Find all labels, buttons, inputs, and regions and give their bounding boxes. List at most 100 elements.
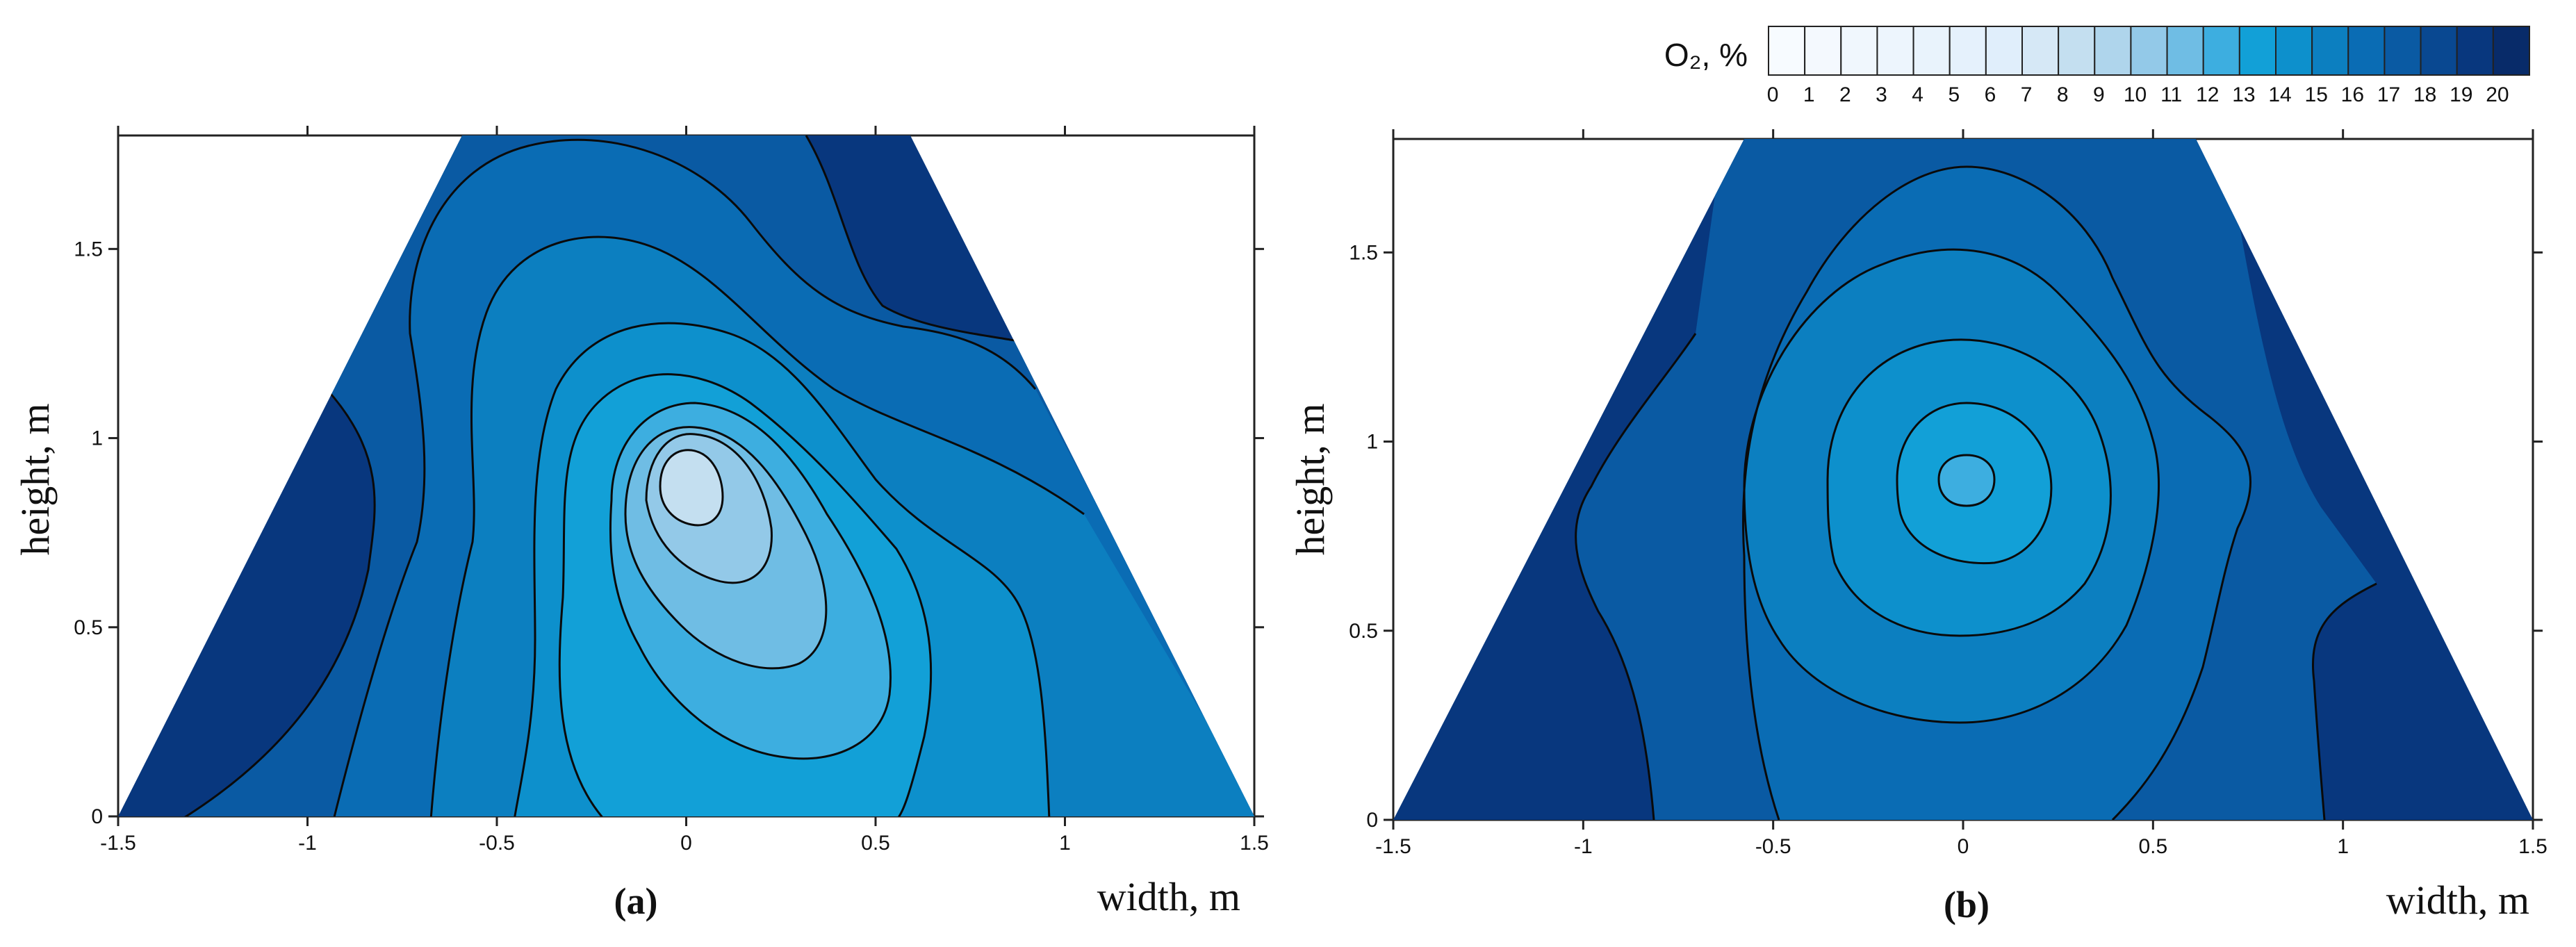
panel-a-xlabel: width, m [1097, 874, 1240, 919]
panel-a-ytick-label: 1.5 [74, 238, 103, 261]
colorbar-cell [2275, 26, 2313, 76]
panel-a-ylabel: height, m [13, 403, 58, 555]
colorbar-cell [2456, 26, 2494, 76]
panel-a-contour-line-10 [659, 449, 724, 527]
colorbar-tick-label: 18 [2413, 83, 2436, 106]
colorbar-cell [2347, 26, 2386, 76]
panel-a-xtick-label: 1 [1059, 832, 1071, 855]
panel-a-xtick-label: -0.5 [479, 832, 515, 855]
panel-a-contour-line-14 [558, 373, 933, 816]
panel-b-label: (b) [1944, 884, 1990, 925]
colorbar-tick-label: 2 [1839, 83, 1851, 106]
colorbar-tick-label: 14 [2268, 83, 2291, 106]
panel-a-ytick-label: 1 [91, 427, 103, 450]
colorbar-cell [2130, 26, 2168, 76]
panel-a-ytick-label: 0 [91, 805, 103, 828]
panel-b-band-13 [1939, 455, 1994, 506]
colorbar-tick-label: 7 [2021, 83, 2033, 106]
panel-a-band-10 [660, 450, 723, 525]
colorbar-cell [2384, 26, 2422, 76]
panel-b-xlabel: width, m [2386, 878, 2529, 923]
panel-a-contour-line-18b [805, 135, 1015, 342]
colorbar-tick-label: 0 [1767, 83, 1779, 106]
colorbar-tick-label: 16 [2341, 83, 2364, 106]
panel-b-contour-line-13 [1937, 454, 1996, 507]
colorbar-tick-label: 1 [1803, 83, 1815, 106]
panel-b-contour-line-14 [1896, 402, 2053, 565]
panel-a-xtick-label: -1 [298, 832, 317, 855]
panel-a: -1.5 -1 -0.5 0 0.5 1 1.500.511.5 (a) width, m … [13, 126, 1269, 922]
panel-a-xtick-label: 1.5 [1240, 832, 1269, 855]
colorbar-cell [1768, 26, 1806, 76]
colorbar-cell [1876, 26, 1914, 76]
colorbar-tick-label: 15 [2305, 83, 2328, 106]
colorbar-cell [2058, 26, 2096, 76]
colorbar-tick-label: 8 [2057, 83, 2069, 106]
panel-a-ticks: -1.5 -1 -0.5 0 0.5 1 1.5 0 0.5 1 1.5 [74, 126, 1269, 855]
panel-b-contour-line-18b [2312, 582, 2377, 820]
panel-b-contour-line-17 [1741, 165, 2252, 820]
colorbar-tick-label: 4 [1912, 83, 1923, 106]
colorbar-cell [2311, 26, 2349, 76]
colorbar-cell [1949, 26, 1987, 76]
panel-a-xtick-label: -1.5 [100, 832, 136, 855]
colorbar-title: O₂, % [1664, 37, 1748, 73]
colorbar-tick-label: 6 [1985, 83, 1996, 106]
panel-a-label: (a) [614, 880, 658, 922]
colorbar-cell [2094, 26, 2132, 76]
panel-b-contour-line-16 [1743, 248, 2160, 724]
panel-a-contour-line-17 [332, 138, 1037, 816]
panel-b-ytick-label: 1.5 [1349, 241, 1378, 264]
panel-a-contour-line-18 [180, 388, 376, 816]
panel-b-contour-line-15 [1826, 338, 2112, 637]
panel-a-contour-line-11 [645, 433, 773, 584]
panel-b-xtick-label: 0.5 [2138, 835, 2167, 858]
panel-b-ytick-label: 0.5 [1349, 620, 1378, 643]
colorbar-cell [2420, 26, 2458, 76]
colorbar-tick-label: 9 [2093, 83, 2105, 106]
colorbar-tick-label: 11 [2160, 83, 2182, 106]
panel-b: -1.5 -1 -0.5 0 0.5 1 1.500.511.5 (b) width, m … [1288, 129, 2548, 925]
colorbar: O₂, % 0 1 2 3 4 5 6 7 8 9 10 11 12 13 14 15 16 17 18 19 20 [1664, 26, 2531, 106]
colorbar-tick-label: 12 [2196, 83, 2219, 106]
panel-a-contour-line-15 [513, 322, 1051, 816]
colorbar-tick-label: 17 [2377, 83, 2400, 106]
colorbar-cell [2238, 26, 2277, 76]
panel-a-contour-line-12 [624, 426, 828, 670]
colorbar-tick-label: 10 [2124, 83, 2147, 106]
colorbar-labels: 0 1 2 3 4 5 6 7 8 9 10 11 12 13 14 15 16 17 18 19 20 [1767, 83, 2509, 106]
panel-b-xtick-label: -0.5 [1755, 835, 1791, 858]
colorbar-cell [2202, 26, 2240, 76]
colorbar-cell [1804, 26, 1842, 76]
panel-b-xtick-label: -1 [1574, 835, 1593, 858]
panel-b-xtick-label: 0 [1958, 835, 1969, 858]
panel-a-contour-line-13 [609, 402, 892, 760]
colorbar-cell [2021, 26, 2060, 76]
panel-b-xtick-label: -1.5 [1375, 835, 1411, 858]
colorbar-cells [1768, 26, 2531, 76]
colorbar-cell [1840, 26, 1878, 76]
colorbar-tick-label: 5 [1948, 83, 1960, 106]
panel-b-ticks: -1.5 -1 -0.5 0 0.5 1 1.5 0 0.5 1 1.5 [1349, 129, 2548, 858]
panel-a-ytick-label: 0.5 [74, 616, 103, 639]
panel-a-xtick-label: 0 [680, 832, 692, 855]
panel-b-ytick-label: 0 [1366, 809, 1378, 832]
panel-a-xtick-label: 0.5 [861, 832, 890, 855]
panel-b-xtick-label: 1 [2337, 835, 2349, 858]
colorbar-tick-label: 20 [2486, 83, 2509, 106]
colorbar-cell [2166, 26, 2204, 76]
colorbar-cell [1912, 26, 1951, 76]
panel-b-ytick-label: 1 [1366, 431, 1378, 454]
panel-b-contour-field [1393, 139, 2533, 820]
panel-b-ylabel: height, m [1288, 403, 1333, 555]
panel-a-contour-line-16 [429, 236, 1085, 816]
colorbar-tick-label: 13 [2232, 83, 2255, 106]
colorbar-tick-label: 3 [1876, 83, 1887, 106]
panel-a-contour-field [118, 135, 1254, 816]
panel-b-contour-line-18 [1575, 333, 1697, 820]
colorbar-cell [1985, 26, 2024, 76]
colorbar-tick-label: 19 [2450, 83, 2472, 106]
colorbar-cell [2492, 26, 2531, 76]
panel-b-xtick-label: 1.5 [2518, 835, 2548, 858]
